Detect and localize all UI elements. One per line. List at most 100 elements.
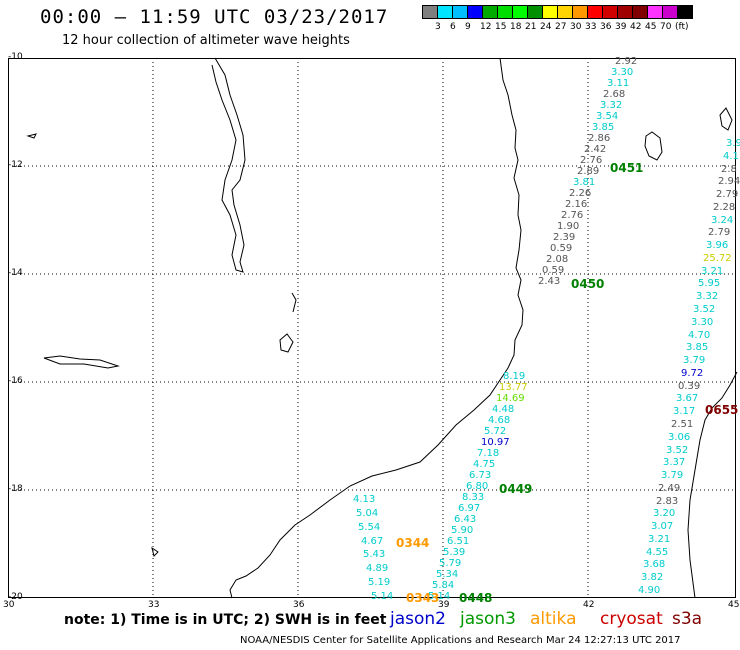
wave-height-reading: 0.59 [542,265,565,276]
wave-height-reading: 3.32 [600,100,623,111]
scale-label: 15 [495,22,507,32]
small-island-4 [151,546,159,557]
wave-height-reading: 2.76 [580,155,603,166]
wave-height-reading: 8.19 [503,371,526,382]
wave-height-reading: 3.17 [673,406,696,417]
scale-label: 12 [480,22,492,32]
scale-label: (ft) [675,22,689,32]
africa-coast [229,57,524,599]
pass-time-0451: 0451 [610,161,644,175]
wave-height-reading: 2.8 [721,164,737,175]
wave-height-reading: 8.33 [462,492,485,503]
wave-height-reading: 3.96 [706,240,729,251]
pass-time-0450: 0450 [571,277,605,291]
legend-item-jason3: jason3 [460,609,516,629]
wave-height-reading: 2.68 [603,89,626,100]
wave-height-reading: 4.90 [638,585,661,596]
wave-height-reading: 3.20 [653,508,676,519]
lat-label: -18 [8,484,23,494]
legend-item-altika: altika [530,609,577,629]
wave-height-reading: 3.37 [663,457,686,468]
comoros-island [644,131,663,161]
wave-height-reading: 2.89 [577,166,600,177]
scale-label: 42 [630,22,642,32]
wave-height-reading: 3.32 [696,291,719,302]
lon-label: 36 [293,600,305,610]
wave-height-reading: 3.81 [573,177,596,188]
wave-height-reading: 4.55 [646,547,669,558]
scale-label: 24 [540,22,552,32]
wave-height-reading: 5.84 [432,580,455,591]
wave-height-reading: 4.75 [473,459,496,470]
lat-label: -14 [8,268,23,278]
footer-note: note: 1) Time is in UTC; 2) SWH is in fe… [64,612,387,628]
lon-label: 39 [438,600,450,610]
wave-height-reading: 2.79 [716,189,739,200]
lat-label: -10 [8,52,23,62]
scale-label: 9 [465,22,471,32]
wave-height-reading: 25.72 [703,253,732,264]
wave-height-reading: 2.16 [565,199,588,210]
wave-height-reading: 4.1 [723,151,739,162]
wave-height-reading: 4.89 [366,563,389,574]
lat-label: -12 [8,160,23,170]
wave-height-reading: 3.07 [651,521,674,532]
wave-height-reading: 5.14 [428,591,451,602]
wave-height-reading: 3.06 [668,432,691,443]
wave-height-reading: 5.43 [363,549,386,560]
wave-height-reading: 3.79 [683,355,706,366]
wave-height-reading: 3.21 [701,266,724,277]
wave-height-reading: 3.30 [611,67,634,78]
lon-label: 42 [583,600,595,610]
wave-height-reading: 3.68 [643,559,666,570]
map-frame [8,58,736,598]
wave-height-reading: 13.77 [499,382,528,393]
wave-height-reading: 2.83 [656,496,679,507]
pass-time-0343: 0343 [406,591,440,605]
wave-height-reading: 7.18 [477,448,500,459]
wave-height-reading: 5.54 [358,522,381,533]
scale-label: 33 [585,22,597,32]
wave-height-reading: 2.51 [671,419,694,430]
wave-height-reading: 5.39 [443,547,466,558]
legend-item-s3a: s3a [672,609,703,629]
color-scale [422,5,693,19]
wave-height-reading: 3.79 [661,470,684,481]
wave-height-reading: 5.04 [356,508,379,519]
wave-height-reading: 5.34 [436,569,459,580]
map-title: 00:00 – 11:59 UTC 03/23/2017 [40,6,389,28]
scale-label: 45 [645,22,657,32]
wave-height-reading: 6.73 [469,470,492,481]
map-subtitle: 12 hour collection of altimeter wave hei… [62,33,350,48]
footer-credit: NOAA/NESDIS Center for Satellite Applica… [240,635,681,646]
wave-height-reading: 5.90 [451,525,474,536]
wave-height-reading: 5.72 [484,426,507,437]
zambezi-lake [43,355,120,369]
wave-height-reading: 6.80 [466,481,489,492]
wave-height-reading: 3.11 [607,78,630,89]
small-island-3 [291,292,297,313]
wave-height-reading: 3.9 [726,138,740,149]
wave-height-reading: 9.72 [681,368,704,379]
legend-item-cryosat: cryosat [600,609,663,629]
wave-height-reading: 4.67 [361,536,384,547]
wave-height-reading: 3.82 [641,572,664,583]
wave-height-reading: 5.79 [439,558,462,569]
wave-height-reading: 2.94 [718,176,740,187]
legend-item-jason2: jason2 [390,609,446,629]
coastline [26,57,738,599]
wave-height-reading: 3.85 [592,122,615,133]
scale-label: 39 [615,22,627,32]
pass-time-0344: 0344 [396,536,430,550]
lon-label: 45 [728,600,740,610]
wave-height-reading: 2.76 [561,210,584,221]
wave-height-reading: 14.69 [496,393,525,404]
lat-label: -16 [8,376,23,386]
wave-height-reading: 3.24 [711,215,734,226]
wave-height-reading: 2.39 [553,232,576,243]
wave-height-reading: 6.43 [454,514,477,525]
wave-height-reading: 5.95 [698,278,721,289]
comoros-island-2 [719,107,733,131]
wave-height-reading: 4.68 [488,415,511,426]
